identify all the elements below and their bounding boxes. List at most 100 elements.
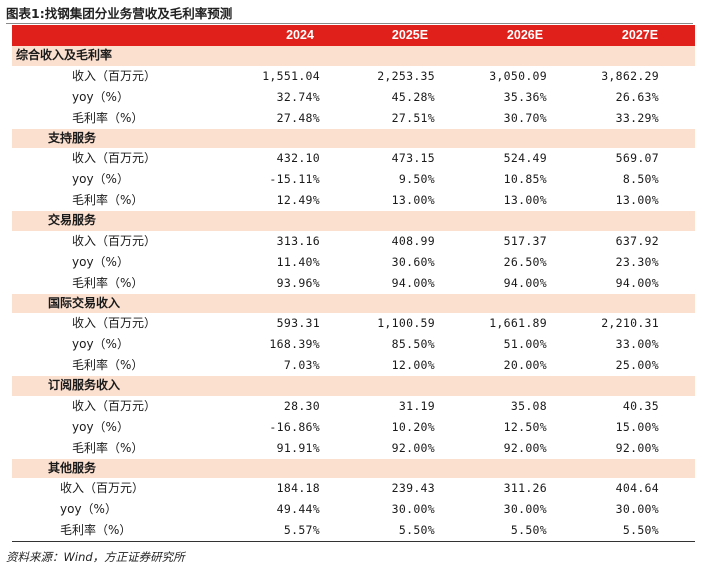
cell-value: 30.00% xyxy=(615,502,659,516)
cell-value: 23.30% xyxy=(615,254,659,269)
table-bottom-rule xyxy=(12,541,695,542)
cell-value: 239.43 xyxy=(391,481,435,495)
row-label: yoy（%） xyxy=(72,254,129,269)
cell-value: 1,100.59 xyxy=(377,316,435,330)
cell-value: 92.00% xyxy=(391,440,435,455)
cell-value: 49.44% xyxy=(276,502,320,516)
cell-value: 473.15 xyxy=(391,151,435,165)
cell-value: 15.00% xyxy=(615,419,659,434)
cell-value: 27.51% xyxy=(391,110,435,125)
forecast-table: 2024 2025E 2026E 2027E 综合收入及毛利率收入（百万元） 1,… xyxy=(12,25,695,542)
table-row: yoy（%） 49.44% 30.00% 30.00% 30.00% xyxy=(12,499,695,520)
table-row: yoy（%） 168.39% 85.50% 51.00% 33.00% xyxy=(12,334,695,355)
table-title: 图表1:找钢集团分业务营收及毛利率预测 xyxy=(6,6,233,21)
row-label: yoy（%） xyxy=(72,172,129,186)
section-header: 国际交易收入 xyxy=(12,293,695,313)
section-header: 支持服务 xyxy=(12,128,695,148)
header-2027e: 2027E xyxy=(621,28,659,42)
cell-value: 184.18 xyxy=(276,481,320,495)
cell-value: 30.60% xyxy=(391,254,435,269)
table-header: 2024 2025E 2026E 2027E xyxy=(12,25,695,46)
section-header: 交易服务 xyxy=(12,211,695,231)
cell-value: 94.00% xyxy=(615,275,659,290)
cell-value: 404.64 xyxy=(615,481,659,495)
header-2024: 2024 xyxy=(286,28,314,42)
cell-value: 8.50% xyxy=(622,172,659,186)
table-row: 毛利率（%） 5.57% 5.50% 5.50% 5.50% xyxy=(12,520,695,541)
cell-value: 12.49% xyxy=(276,193,320,207)
cell-value: 33.00% xyxy=(615,337,659,351)
cell-value: 7.03% xyxy=(283,358,320,372)
cell-value: 313.16 xyxy=(276,233,320,248)
cell-value: 569.07 xyxy=(615,151,659,165)
cell-value: 637.92 xyxy=(615,233,659,248)
cell-value: 12.00% xyxy=(391,358,435,372)
table-body: 综合收入及毛利率 收入（百万元） 1,551.04 2,253.35 3,050.09 3… xyxy=(12,46,695,541)
cell-value: 30.00% xyxy=(391,502,435,516)
table-row: 收入（百万元） 1,551.04 2,253.35 3,050.09 3,862.29 xyxy=(12,66,695,87)
cell-value: 5.57% xyxy=(283,523,320,537)
cell-value: 45.28% xyxy=(391,89,435,104)
cell-value: 92.00% xyxy=(503,440,547,455)
cell-value: 93.96% xyxy=(276,275,320,290)
section-title: 综合收入及毛利率 xyxy=(16,48,113,62)
section-header: 综合收入及毛利率 xyxy=(12,46,695,66)
cell-value: 13.00% xyxy=(391,193,435,207)
cell-value: 94.00% xyxy=(391,275,435,290)
cell-value: 26.63% xyxy=(615,89,659,104)
cell-value: 10.20% xyxy=(391,419,435,434)
row-label: 收入（百万元） xyxy=(72,398,157,413)
cell-value: 3,050.09 xyxy=(489,68,547,83)
table-row: 收入（百万元） 184.18 239.43 311.26 404.64 xyxy=(12,478,695,499)
cell-value: -15.11% xyxy=(269,172,320,186)
section-header: 订阅服务收入 xyxy=(12,376,695,396)
table-row: 收入（百万元） 432.10 473.15 524.49 569.07 xyxy=(12,148,695,169)
header-2025e: 2025E xyxy=(391,28,429,42)
section-title: 支持服务 xyxy=(48,130,97,145)
table-row: 毛利率（%） 12.49% 13.00% 13.00% 13.00% xyxy=(12,190,695,211)
row-label: 毛利率（%） xyxy=(72,275,144,290)
cell-value: 5.50% xyxy=(622,523,659,537)
cell-value: 5.50% xyxy=(398,523,435,537)
table-row: 毛利率（%） 93.96% 94.00% 94.00% 94.00% xyxy=(12,273,695,294)
table-row: 收入（百万元） 313.16 408.99 517.37 637.92 xyxy=(12,231,695,252)
cell-value: 25.00% xyxy=(615,358,659,372)
cell-value: -16.86% xyxy=(269,419,320,434)
cell-value: 92.00% xyxy=(615,440,659,455)
cell-value: 311.26 xyxy=(503,481,547,495)
table-row: yoy（%） -16.86% 10.20% 12.50% 15.00% xyxy=(12,417,695,438)
cell-value: 28.30 xyxy=(283,398,320,413)
section-title: 国际交易收入 xyxy=(48,295,121,310)
cell-value: 1,551.04 xyxy=(262,68,320,83)
row-label: 收入（百万元） xyxy=(60,481,145,495)
cell-value: 30.00% xyxy=(503,502,547,516)
cell-value: 40.35 xyxy=(622,398,659,413)
cell-value: 13.00% xyxy=(615,193,659,207)
row-label: yoy（%） xyxy=(72,419,129,434)
cell-value: 5.50% xyxy=(510,523,547,537)
row-label: yoy（%） xyxy=(60,502,117,516)
row-label: 收入（百万元） xyxy=(72,233,157,248)
row-label: 收入（百万元） xyxy=(72,151,157,165)
section-title: 交易服务 xyxy=(48,213,97,227)
cell-value: 27.48% xyxy=(276,110,320,125)
cell-value: 10.85% xyxy=(503,172,547,186)
table-row: yoy（%） 11.40% 30.60% 26.50% 23.30% xyxy=(12,252,695,273)
cell-value: 517.37 xyxy=(503,233,547,248)
cell-value: 32.74% xyxy=(276,89,320,104)
cell-value: 26.50% xyxy=(503,254,547,269)
row-label: 毛利率（%） xyxy=(72,193,144,207)
section-title: 其他服务 xyxy=(48,460,97,475)
cell-value: 9.50% xyxy=(398,172,435,186)
title-divider xyxy=(6,23,693,24)
cell-value: 51.00% xyxy=(503,337,547,351)
cell-value: 432.10 xyxy=(276,151,320,165)
cell-value: 33.29% xyxy=(615,110,659,125)
row-label: 收入（百万元） xyxy=(72,68,157,83)
cell-value: 31.19 xyxy=(398,398,435,413)
section-header: 其他服务 xyxy=(12,458,695,478)
row-label: yoy（%） xyxy=(72,89,129,104)
table-row: 收入（百万元） 593.31 1,100.59 1,661.89 2,210.31 xyxy=(12,313,695,334)
cell-value: 30.70% xyxy=(503,110,547,125)
row-label: 收入（百万元） xyxy=(72,316,157,330)
